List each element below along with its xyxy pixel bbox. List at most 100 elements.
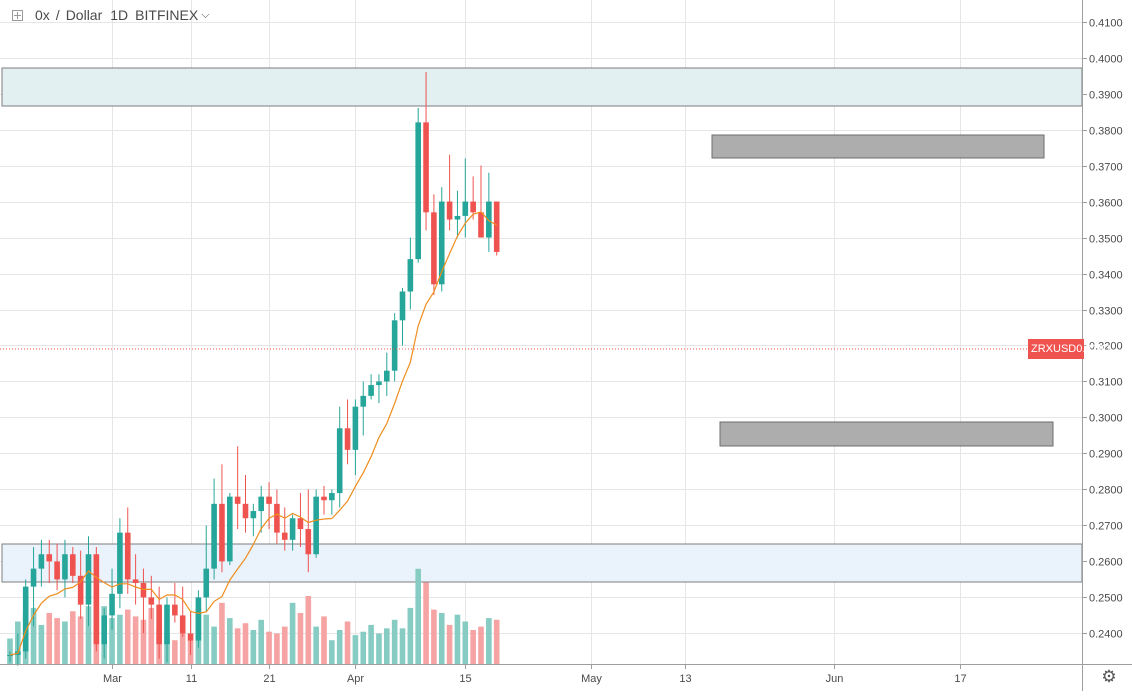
support-zone-bottom [1,543,1083,583]
candle [360,381,367,436]
candle-body [281,532,288,540]
candle [46,539,53,584]
volume-bar [179,633,186,664]
volume-bar [54,618,60,664]
candle [109,568,115,630]
volume-bar [250,630,257,664]
candle [227,493,233,566]
legend-interval: 1D [110,7,129,23]
candle [336,406,343,508]
candle-body [289,518,296,540]
volume-bar [415,568,421,664]
candle [93,547,100,652]
candle-body [415,122,421,260]
price-tick-label: 0.3600 [1089,198,1123,210]
candle-body [101,615,107,645]
candle [454,190,461,238]
candle-body [22,586,29,652]
price-tick-label: 0.2700 [1089,521,1123,533]
volume-bar [407,607,414,664]
candle [85,536,92,627]
candle [329,489,335,515]
time-axis[interactable]: Mar 11 21 Apr 15 May 13 Jun 17 [0,664,1132,685]
candle-body [266,496,272,504]
candle [148,575,155,620]
candle-body [478,212,484,238]
volume-bar [62,621,68,664]
candle [117,518,123,609]
volume-bar [266,631,272,664]
date-tick-label: Mar [103,673,122,685]
gear-icon[interactable]: ⚙ [1101,667,1117,686]
volume-bar [305,596,312,664]
volume-bar [124,609,131,664]
price-tick-label: 0.3800 [1089,126,1123,138]
candle [187,611,194,656]
candle-body [470,201,476,213]
candle [313,489,319,558]
price-zones [1,67,1083,583]
resistance-box [711,134,1045,159]
candle-body [211,503,217,569]
volume-bar [423,582,429,664]
candle [446,154,453,231]
volume-bar [109,618,115,664]
volume-bar [329,640,335,664]
legend-exchange[interactable]: BITFINEX [135,7,199,23]
candle [344,399,351,465]
candle [250,503,257,537]
candle [297,493,304,548]
volume-bar [211,626,217,664]
candle-body [227,496,233,562]
chevron-down-icon[interactable]: ⌵ [201,8,210,21]
candle-body [446,201,453,220]
candle [415,107,421,263]
candle [77,550,84,620]
volume-bar [454,614,461,664]
volume-bar [38,624,45,664]
candle-body [258,496,264,512]
volume-bar [7,638,13,664]
candle [30,547,37,627]
price-tick-label: 0.2400 [1089,629,1123,641]
price-tick-label: 0.4000 [1089,54,1123,66]
candle-body [85,554,92,605]
legend-symbol: 0x [35,7,50,23]
candle [376,374,382,404]
price-axis[interactable]: 0.4100 0.4000 0.3900 0.3800 0.3700 0.3600 0.35… [1082,0,1123,691]
price-tick-label: 0.3200 [1089,341,1123,353]
candle-body [297,518,304,530]
date-tick-label: 11 [186,673,197,685]
candle-body [54,561,60,580]
candle [391,313,398,382]
candle [38,539,45,587]
candles[interactable] [7,71,500,666]
volume-bar [281,626,288,664]
candle-body [140,583,147,598]
volume-bar [203,614,210,664]
candle-body [124,532,131,580]
candle [478,165,484,238]
candle-body [109,593,115,616]
plus-box-icon[interactable] [12,9,23,21]
volume-bar [258,619,264,664]
legend-separator: / [55,7,60,23]
resistance-zone-top [1,67,1083,107]
volume-bar [70,611,76,664]
volume-bar [384,628,390,664]
candle [124,507,131,594]
candle-body [148,597,155,605]
volume-bar [360,631,367,664]
volume-bar [470,630,476,664]
candle-body [493,201,500,252]
date-tick-label: 13 [679,673,691,685]
volume-bar [132,616,139,664]
candle-body [399,291,406,321]
candle-body [486,201,492,238]
candle-body [234,496,241,504]
candle [219,464,225,573]
volume-bar [399,628,406,664]
candle-body [352,406,359,450]
